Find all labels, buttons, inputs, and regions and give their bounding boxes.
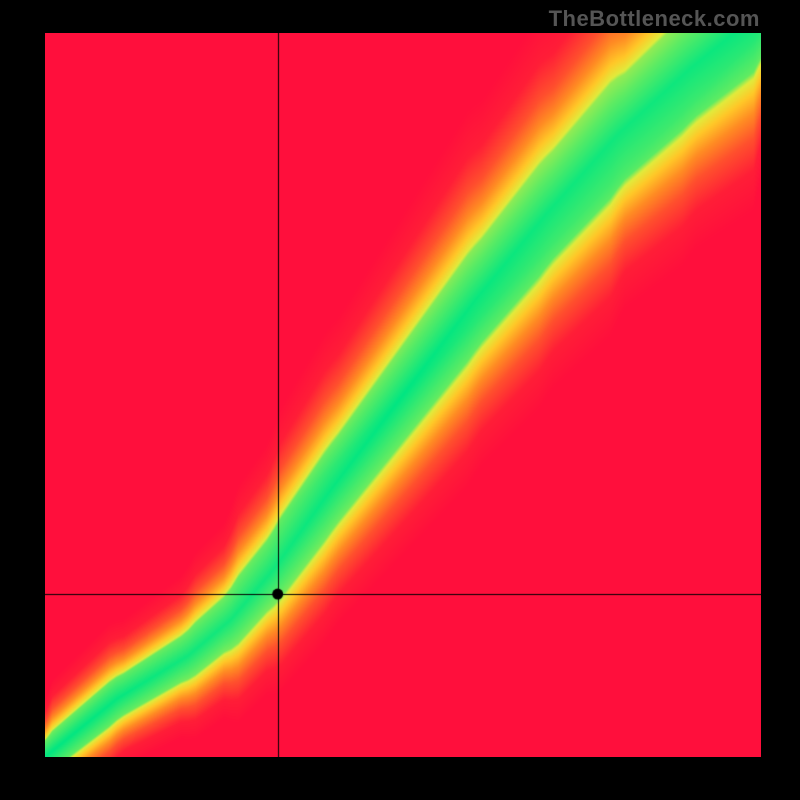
- bottleneck-heatmap: [45, 33, 761, 757]
- chart-container: TheBottleneck.com: [0, 0, 800, 800]
- watermark-text: TheBottleneck.com: [549, 6, 760, 32]
